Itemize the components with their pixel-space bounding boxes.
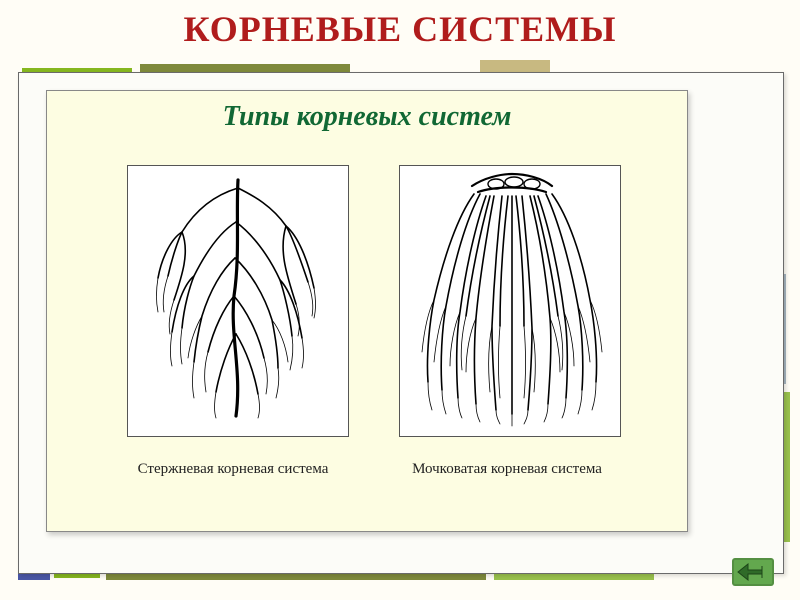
arrow-left-icon [732,558,774,586]
taproot-diagram [128,166,348,436]
fibrous-diagram [400,166,620,436]
slide-title: Типы корневых систем [47,101,687,133]
panel-fibrous [399,165,621,437]
nav-back-button[interactable] [732,558,774,586]
page: КОРНЕВЫЕ СИСТЕМЫ Типы корневых систем Ст… [0,0,800,600]
page-title: КОРНЕВЫЕ СИСТЕМЫ [0,8,800,50]
slide: Типы корневых систем Стержневая корневая… [46,90,688,532]
caption-fibrous: Мочковатая корневая система [377,461,637,478]
panel-taproot [127,165,349,437]
caption-taproot: Стержневая корневая система [103,461,363,478]
